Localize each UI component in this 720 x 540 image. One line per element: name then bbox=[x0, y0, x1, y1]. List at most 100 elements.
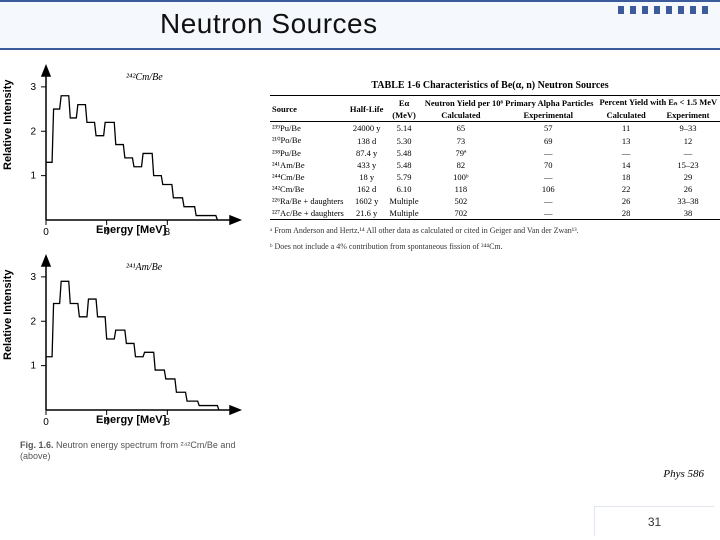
table-row: ²³⁸Pu/Be87.4 y5.4879ª——— bbox=[270, 147, 720, 159]
cell-calc2: 22 bbox=[596, 183, 655, 195]
table-footnote-b: ᵇ Does not include a 4% contribution fro… bbox=[270, 242, 710, 252]
cell-halflife: 433 y bbox=[347, 159, 387, 171]
table-row: ²⁴²Cm/Be162 d6.101181062226 bbox=[270, 183, 720, 195]
figure-caption: Fig. 1.6. Neutron energy spectrum from ²… bbox=[20, 440, 250, 462]
th-calc2: Calculated bbox=[596, 109, 655, 122]
cell-ealpha: 6.10 bbox=[386, 183, 421, 195]
cell-halflife: 138 d bbox=[347, 134, 387, 147]
cell-ealpha: 5.48 bbox=[386, 159, 421, 171]
cell-calc2: 18 bbox=[596, 171, 655, 183]
cell-exp1: 70 bbox=[500, 159, 596, 171]
page-number-box: 31 bbox=[594, 506, 714, 536]
table-row: ²¹⁰Po/Be138 d5.3073691312 bbox=[270, 134, 720, 147]
th-exp1: Experimental bbox=[500, 109, 596, 122]
chart-am241: Relative Intensity Energy [MeV] ²⁴¹Am/Be… bbox=[6, 250, 246, 430]
table-footnote-a: ᵃ From Anderson and Hertz.¹⁴ All other d… bbox=[270, 226, 710, 236]
neutron-source-table: Source Half-Life Eα Neutron Yield per 10… bbox=[270, 95, 720, 220]
svg-text:1: 1 bbox=[30, 361, 36, 372]
cell-calc1: 73 bbox=[422, 134, 500, 147]
th-mev: (MeV) bbox=[386, 109, 421, 122]
cell-calc2: 14 bbox=[596, 159, 655, 171]
cell-calc2: 13 bbox=[596, 134, 655, 147]
cell-exp2: 26 bbox=[656, 183, 720, 195]
neutron-source-table-area: TABLE 1-6 Characteristics of Be(α, n) Ne… bbox=[270, 80, 710, 253]
th-halflife: Half-Life bbox=[347, 96, 387, 122]
svg-text:2: 2 bbox=[30, 126, 36, 137]
cell-ealpha: 5.14 bbox=[386, 122, 421, 135]
cell-exp2: 29 bbox=[656, 171, 720, 183]
svg-text:3: 3 bbox=[30, 272, 36, 283]
svg-text:2: 2 bbox=[30, 316, 36, 327]
svg-text:0: 0 bbox=[43, 227, 49, 238]
title-bar: Neutron Sources bbox=[0, 0, 720, 50]
cell-calc1: 82 bbox=[422, 159, 500, 171]
chart-top-ylabel: Relative Intensity bbox=[2, 80, 14, 170]
cell-calc2: 11 bbox=[596, 122, 655, 135]
table-row: ²³⁹Pu/Be24000 y5.146557119–33 bbox=[270, 122, 720, 135]
svg-text:0: 0 bbox=[43, 417, 49, 428]
th-ny: Neutron Yield per 10⁶ Primary Alpha Part… bbox=[422, 96, 597, 110]
table-row: ²²⁷Ac/Be + daughters21.6 yMultiple702—28… bbox=[270, 207, 720, 220]
spectrum-charts: Relative Intensity Energy [MeV] ²⁴²Cm/Be… bbox=[6, 60, 256, 430]
content-area: Relative Intensity Energy [MeV] ²⁴²Cm/Be… bbox=[0, 60, 720, 540]
th-ealpha: Eα bbox=[386, 96, 421, 110]
cell-exp2: 15–23 bbox=[656, 159, 720, 171]
cell-halflife: 24000 y bbox=[347, 122, 387, 135]
cell-calc2: 28 bbox=[596, 207, 655, 220]
cell-halflife: 21.6 y bbox=[347, 207, 387, 220]
th-py: Percent Yield with Eₙ < 1.5 MeV bbox=[596, 96, 720, 110]
cell-source: ²⁴²Cm/Be bbox=[270, 183, 347, 195]
chart-bot-svg: 048123 bbox=[6, 250, 246, 430]
cell-exp1: 69 bbox=[500, 134, 596, 147]
cell-source: ²⁴⁴Cm/Be bbox=[270, 171, 347, 183]
cell-source: ²²⁶Ra/Be + daughters bbox=[270, 195, 347, 207]
cell-exp1: — bbox=[500, 171, 596, 183]
chart-top-svg: 048123 bbox=[6, 60, 246, 240]
th-calc1: Calculated bbox=[422, 109, 500, 122]
cell-calc2: 26 bbox=[596, 195, 655, 207]
table-title: TABLE 1-6 Characteristics of Be(α, n) Ne… bbox=[270, 80, 710, 91]
table-row: ²⁴¹Am/Be433 y5.4882701415–23 bbox=[270, 159, 720, 171]
page-title: Neutron Sources bbox=[160, 8, 378, 40]
course-label: Phys 586 bbox=[663, 468, 704, 480]
cell-exp2: 33–38 bbox=[656, 195, 720, 207]
th-exp2: Experiment bbox=[656, 109, 720, 122]
chart-cm242: Relative Intensity Energy [MeV] ²⁴²Cm/Be… bbox=[6, 60, 246, 240]
cell-exp2: — bbox=[656, 147, 720, 159]
cell-exp2: 9–33 bbox=[656, 122, 720, 135]
cell-ealpha: 5.79 bbox=[386, 171, 421, 183]
cell-halflife: 1602 y bbox=[347, 195, 387, 207]
cell-calc1: 502 bbox=[422, 195, 500, 207]
table-row: ²⁴⁴Cm/Be18 y5.79100ᵇ—1829 bbox=[270, 171, 720, 183]
cell-calc1: 100ᵇ bbox=[422, 171, 500, 183]
cell-ealpha: 5.48 bbox=[386, 147, 421, 159]
chart-top-xlabel: Energy [MeV] bbox=[96, 224, 166, 236]
cell-exp1: — bbox=[500, 147, 596, 159]
chart-bot-legend: ²⁴¹Am/Be bbox=[126, 262, 162, 273]
cell-ealpha: 5.30 bbox=[386, 134, 421, 147]
chart-bot-xlabel: Energy [MeV] bbox=[96, 414, 166, 426]
svg-text:1: 1 bbox=[30, 171, 36, 182]
table-row: ²²⁶Ra/Be + daughters1602 yMultiple502—26… bbox=[270, 195, 720, 207]
cell-source: ²⁴¹Am/Be bbox=[270, 159, 347, 171]
cell-halflife: 162 d bbox=[347, 183, 387, 195]
cell-exp1: — bbox=[500, 195, 596, 207]
cell-halflife: 87.4 y bbox=[347, 147, 387, 159]
th-source: Source bbox=[270, 96, 347, 122]
cell-calc1: 118 bbox=[422, 183, 500, 195]
cell-calc1: 702 bbox=[422, 207, 500, 220]
cell-calc1: 79ª bbox=[422, 147, 500, 159]
cell-halflife: 18 y bbox=[347, 171, 387, 183]
page-number: 31 bbox=[648, 515, 661, 529]
fig-caption-lead: Fig. 1.6. bbox=[20, 440, 54, 450]
cell-source: ²³⁹Pu/Be bbox=[270, 122, 347, 135]
cell-exp2: 38 bbox=[656, 207, 720, 220]
cell-exp1: — bbox=[500, 207, 596, 220]
cell-exp1: 106 bbox=[500, 183, 596, 195]
svg-text:3: 3 bbox=[30, 82, 36, 93]
cell-exp1: 57 bbox=[500, 122, 596, 135]
cell-source: ²²⁷Ac/Be + daughters bbox=[270, 207, 347, 220]
chart-top-legend: ²⁴²Cm/Be bbox=[126, 72, 163, 83]
cell-source: ²³⁸Pu/Be bbox=[270, 147, 347, 159]
cell-source: ²¹⁰Po/Be bbox=[270, 134, 347, 147]
